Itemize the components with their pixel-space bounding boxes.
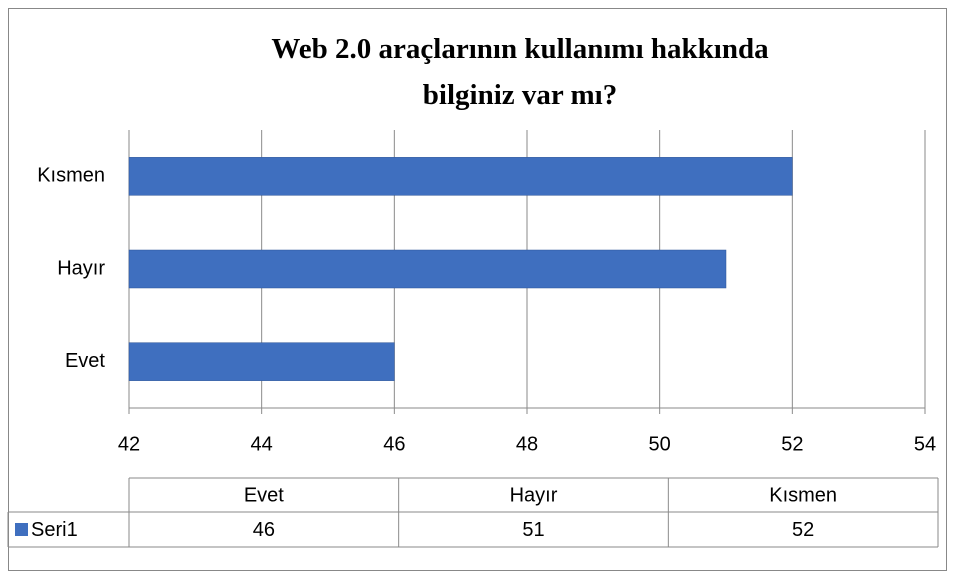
chart-border xyxy=(8,8,947,571)
table-header: Evet xyxy=(244,484,284,506)
y-tick-label: Kısmen xyxy=(37,165,105,187)
x-tick-label: 54 xyxy=(914,433,936,455)
legend-label: Seri1 xyxy=(31,519,78,541)
x-tick-label: 48 xyxy=(516,433,538,455)
bar xyxy=(128,249,727,289)
table-header: Hayır xyxy=(510,484,558,506)
chart-title: Web 2.0 araçlarının kullanımı hakkında b… xyxy=(271,33,769,111)
bar xyxy=(128,157,793,196)
y-tick-label: Hayır xyxy=(57,257,105,279)
x-tick-label: 50 xyxy=(649,433,671,455)
x-tick-label: 42 xyxy=(118,433,140,455)
y-tick-label: Evet xyxy=(65,350,105,372)
legend-swatch xyxy=(15,523,28,536)
table-value: 52 xyxy=(792,519,814,541)
table-value: 46 xyxy=(253,519,275,541)
bar xyxy=(128,342,395,381)
x-tick-label: 44 xyxy=(251,433,273,455)
table-value: 51 xyxy=(522,519,544,541)
table-header: Kısmen xyxy=(769,484,837,506)
x-tick-label: 52 xyxy=(781,433,803,455)
x-tick-label: 46 xyxy=(383,433,405,455)
